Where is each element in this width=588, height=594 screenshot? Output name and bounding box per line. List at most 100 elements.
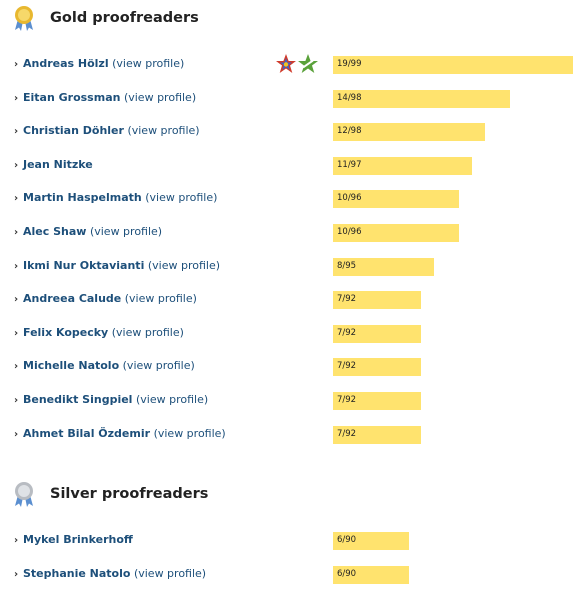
name-line: Alec Shaw (view profile) xyxy=(23,225,162,238)
name-line: Felix Kopecky (view profile) xyxy=(23,326,184,339)
score-value: 7/92 xyxy=(337,328,357,338)
list-item: › Martin Haspelmath (view profile) 10/96 xyxy=(14,190,574,208)
list-item: › Benedikt Singpiel (view profile) 7/92 xyxy=(14,392,574,410)
view-profile-link[interactable]: (view profile) xyxy=(135,393,209,406)
score-bar: 14/98 xyxy=(333,90,510,108)
list-item: › Stephanie Natolo (view profile) 6/90 xyxy=(14,566,574,584)
score-bar: 7/92 xyxy=(333,358,421,376)
score-bar: 12/98 xyxy=(333,123,485,141)
proofreader-name-link[interactable]: Christian Döhler xyxy=(23,124,124,137)
name-line: Andreas Hölzl (view profile) xyxy=(23,57,184,70)
list-item: › Ahmet Bilal Özdemir (view profile) 7/92 xyxy=(14,426,574,444)
proofreader-name-link[interactable]: Eitan Grossman xyxy=(23,91,121,104)
name-line: Ikmi Nur Oktavianti (view profile) xyxy=(23,259,220,272)
name-line: Benedikt Singpiel (view profile) xyxy=(23,393,208,406)
chevron-right-icon: › xyxy=(14,160,19,171)
section-title: Silver proofreaders xyxy=(50,486,209,502)
score-value: 19/99 xyxy=(337,59,362,69)
name-line: Andreea Calude (view profile) xyxy=(23,292,197,305)
list-item: › Eitan Grossman (view profile) 14/98 xyxy=(14,90,574,108)
view-profile-link[interactable]: (view profile) xyxy=(153,427,226,440)
name-line: Ahmet Bilal Özdemir (view profile) xyxy=(23,427,226,440)
chevron-right-icon: › xyxy=(14,535,19,546)
view-profile-link[interactable]: (view profile) xyxy=(147,259,220,272)
proofreader-name-link[interactable]: Jean Nitzke xyxy=(23,158,93,171)
score-bar: 6/90 xyxy=(333,566,409,584)
proofreader-name-link[interactable]: Ahmet Bilal Özdemir xyxy=(23,427,151,440)
score-bar: 7/92 xyxy=(333,426,421,444)
score-value: 8/95 xyxy=(337,261,357,271)
green-star-icon xyxy=(298,54,318,73)
proofreader-name-link[interactable]: Ikmi Nur Oktavianti xyxy=(23,259,145,272)
chevron-right-icon: › xyxy=(14,328,19,339)
proofreader-name-link[interactable]: Mykel Brinkerhoff xyxy=(23,533,133,546)
name-line: Christian Döhler (view profile) xyxy=(23,124,200,137)
chevron-right-icon: › xyxy=(14,294,19,305)
list-item: › Mykel Brinkerhoff 6/90 xyxy=(14,532,574,550)
score-bar: 8/95 xyxy=(333,258,434,276)
name-line: Eitan Grossman (view profile) xyxy=(23,91,196,104)
proofreader-name-link[interactable]: Andreas Hölzl xyxy=(23,57,109,70)
section-header: Silver proofreaders xyxy=(10,480,208,508)
score-bar: 7/92 xyxy=(333,291,421,309)
proofreader-name-link[interactable]: Martin Haspelmath xyxy=(23,191,142,204)
proofreader-name-link[interactable]: Andreea Calude xyxy=(23,292,122,305)
view-profile-link[interactable]: (view profile) xyxy=(127,124,200,137)
chevron-right-icon: › xyxy=(14,93,19,104)
view-profile-link[interactable]: (view profile) xyxy=(124,292,197,305)
view-profile-link[interactable]: (view profile) xyxy=(145,191,218,204)
score-value: 6/90 xyxy=(337,535,357,545)
view-profile-link[interactable]: (view profile) xyxy=(111,326,184,339)
list-item: › Felix Kopecky (view profile) 7/92 xyxy=(14,325,574,343)
chevron-right-icon: › xyxy=(14,395,19,406)
name-line: Mykel Brinkerhoff xyxy=(23,533,133,546)
section-title: Gold proofreaders xyxy=(50,10,199,26)
chevron-right-icon: › xyxy=(14,429,19,440)
score-value: 7/92 xyxy=(337,361,357,371)
score-bar: 7/92 xyxy=(333,392,421,410)
proofreader-name-link[interactable]: Felix Kopecky xyxy=(23,326,109,339)
chevron-right-icon: › xyxy=(14,569,19,580)
score-bar: 10/96 xyxy=(333,224,459,242)
score-bar: 6/90 xyxy=(333,532,409,550)
view-profile-link[interactable]: (view profile) xyxy=(112,57,185,70)
list-item: › Christian Döhler (view profile) 12/98 xyxy=(14,123,574,141)
score-value: 10/96 xyxy=(337,227,362,237)
score-value: 6/90 xyxy=(337,569,357,579)
silver-medal-icon xyxy=(10,480,38,508)
chevron-right-icon: › xyxy=(14,361,19,372)
list-item: › Jean Nitzke 11/97 xyxy=(14,157,574,175)
score-value: 10/96 xyxy=(337,193,362,203)
view-profile-link[interactable]: (view profile) xyxy=(133,567,207,580)
chevron-right-icon: › xyxy=(14,261,19,272)
score-value: 14/98 xyxy=(337,93,362,103)
name-line: Jean Nitzke xyxy=(23,158,93,171)
chevron-right-icon: › xyxy=(14,59,19,70)
proofreader-name-link[interactable]: Michelle Natolo xyxy=(23,359,120,372)
rainbow-star-icon xyxy=(276,54,296,73)
score-value: 11/97 xyxy=(337,160,362,170)
score-bar: 19/99 xyxy=(333,56,573,74)
chevron-right-icon: › xyxy=(14,227,19,238)
score-value: 7/92 xyxy=(337,395,357,405)
list-item: › Michelle Natolo (view profile) 7/92 xyxy=(14,358,574,376)
chevron-right-icon: › xyxy=(14,193,19,204)
chevron-right-icon: › xyxy=(14,126,19,137)
list-item: › Ikmi Nur Oktavianti (view profile) 8/95 xyxy=(14,258,574,276)
score-value: 12/98 xyxy=(337,126,362,136)
list-item: › Andreas Hölzl (view profile) 19/99 xyxy=(14,53,574,75)
score-bar: 10/96 xyxy=(333,190,459,208)
proofreader-name-link[interactable]: Stephanie Natolo xyxy=(23,567,131,580)
score-bar: 7/92 xyxy=(333,325,421,343)
score-value: 7/92 xyxy=(337,429,357,439)
gold-medal-icon xyxy=(10,4,38,32)
view-profile-link[interactable]: (view profile) xyxy=(123,91,197,104)
list-item: › Alec Shaw (view profile) 10/96 xyxy=(14,224,574,242)
proofreader-name-link[interactable]: Benedikt Singpiel xyxy=(23,393,133,406)
achievement-badges xyxy=(275,53,319,75)
view-profile-link[interactable]: (view profile) xyxy=(122,359,195,372)
proofreader-name-link[interactable]: Alec Shaw xyxy=(23,225,87,238)
name-line: Martin Haspelmath (view profile) xyxy=(23,191,217,204)
view-profile-link[interactable]: (view profile) xyxy=(89,225,163,238)
name-line: Michelle Natolo (view profile) xyxy=(23,359,195,372)
